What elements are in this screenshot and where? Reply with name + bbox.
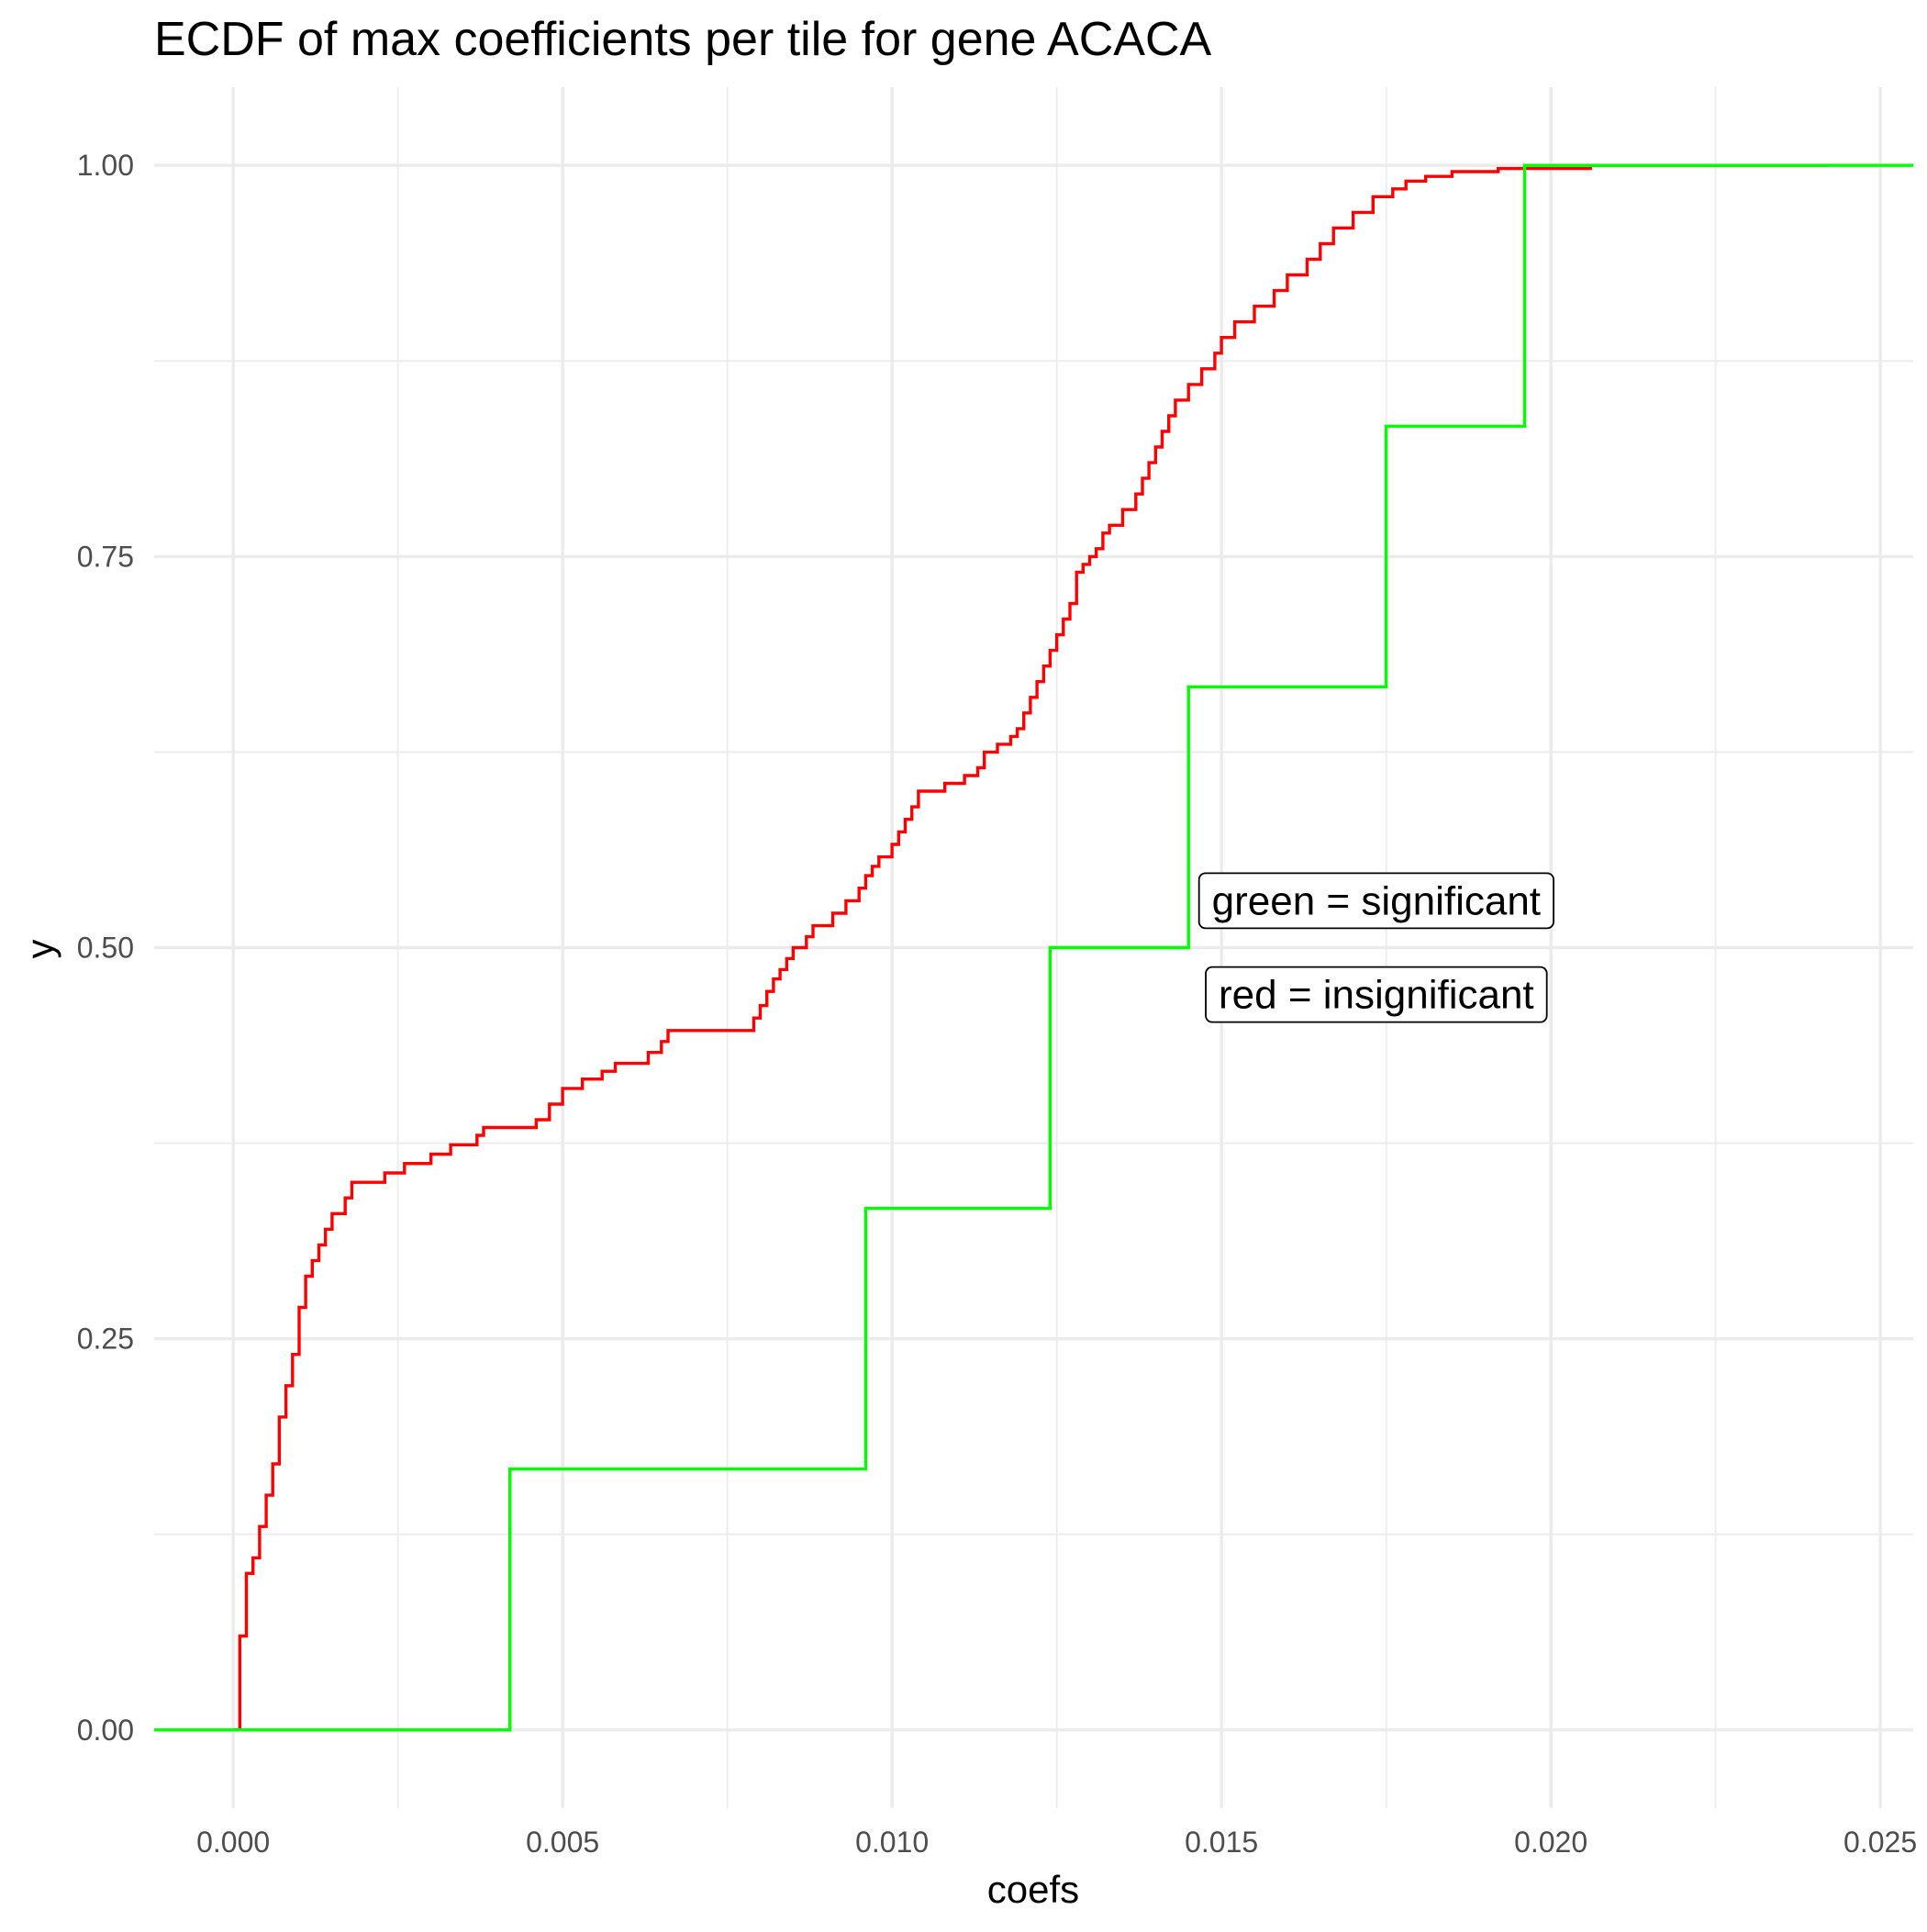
y-tick-label: 0.25 <box>77 1323 134 1356</box>
x-tick-label: 0.025 <box>1843 1826 1917 1859</box>
x-tick-label: 0.000 <box>196 1826 270 1859</box>
x-tick-label: 0.010 <box>855 1826 929 1859</box>
y-tick-label: 0.50 <box>77 932 134 965</box>
ecdf-series-green <box>154 163 1913 1732</box>
grid-layer <box>154 87 1913 1808</box>
x-tick-label: 0.005 <box>526 1826 599 1859</box>
annotation-label-green: green = significant <box>1212 878 1541 923</box>
y-tick-label: 0.75 <box>77 540 134 573</box>
annotation-layer: green = significant red = insignificant <box>1197 872 1554 1023</box>
chart-title: ECDF of max coefficients per tile for ge… <box>154 13 1212 66</box>
axis-layer: 0.000 0.005 0.010 0.015 0.020 0.025 0.00 0.25 0.… <box>77 149 1917 1859</box>
y-tick-label: 1.00 <box>77 149 134 182</box>
y-axis-title: y <box>18 940 61 959</box>
y-tick-label: 0.00 <box>77 1714 134 1747</box>
annotation-box-green <box>1197 872 1554 930</box>
x-axis-title: coefs <box>987 1868 1079 1911</box>
annotation-box-red <box>1205 966 1548 1023</box>
ecdf-series-red <box>233 163 1828 1732</box>
x-tick-label: 0.015 <box>1185 1826 1258 1859</box>
series-layer <box>154 163 1913 1732</box>
x-tick-label: 0.020 <box>1514 1826 1587 1859</box>
annotation-label-red: red = insignificant <box>1219 973 1534 1018</box>
